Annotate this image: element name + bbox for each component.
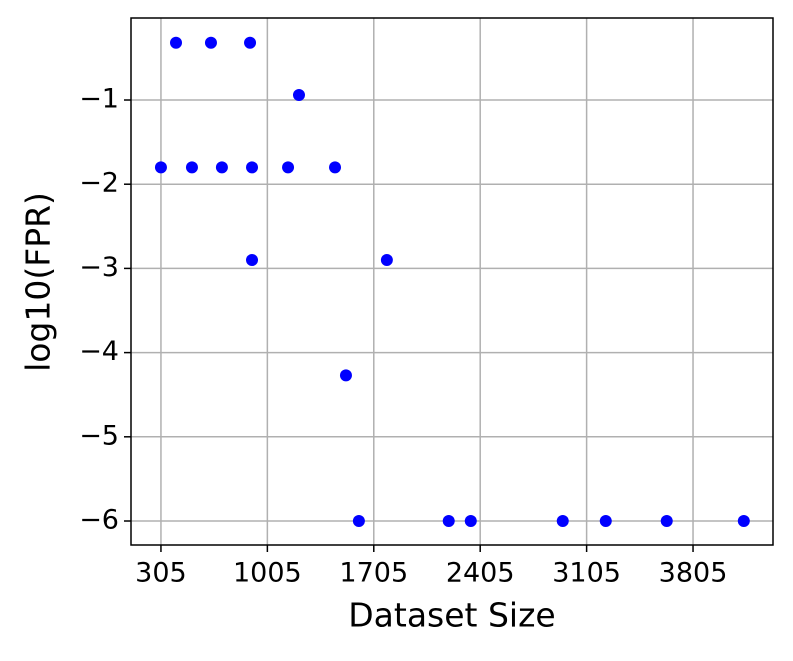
y-axis-label: log10(FPR) <box>19 192 58 372</box>
y-tick-label: −6 <box>79 505 119 536</box>
point <box>244 36 257 49</box>
point <box>352 515 365 528</box>
x-tick-label: 305 <box>135 558 187 589</box>
point <box>185 161 198 174</box>
point <box>442 515 455 528</box>
point <box>380 253 393 266</box>
point <box>339 369 352 382</box>
point <box>329 161 342 174</box>
point <box>282 161 295 174</box>
point <box>169 36 182 49</box>
plot-frame <box>130 17 774 546</box>
y-tick-label: −2 <box>79 168 119 199</box>
point <box>154 161 167 174</box>
x-tick-label: 3105 <box>552 558 621 589</box>
point <box>204 36 217 49</box>
point <box>292 88 305 101</box>
point <box>246 253 259 266</box>
x-tick-label: 3805 <box>659 558 728 589</box>
point <box>464 515 477 528</box>
y-tick-label: −3 <box>79 252 119 283</box>
x-axis-label: Dataset Size <box>348 596 555 635</box>
x-tick-label: 2405 <box>446 558 515 589</box>
point <box>556 515 569 528</box>
y-tick-label: −4 <box>79 336 119 367</box>
point <box>246 161 259 174</box>
x-tick-label: 1005 <box>233 558 302 589</box>
x-tick-label: 1705 <box>339 558 408 589</box>
point <box>215 161 228 174</box>
y-tick-label: −1 <box>79 84 119 115</box>
point <box>660 515 673 528</box>
point <box>737 515 750 528</box>
y-tick-label: −5 <box>79 420 119 451</box>
point <box>599 515 612 528</box>
